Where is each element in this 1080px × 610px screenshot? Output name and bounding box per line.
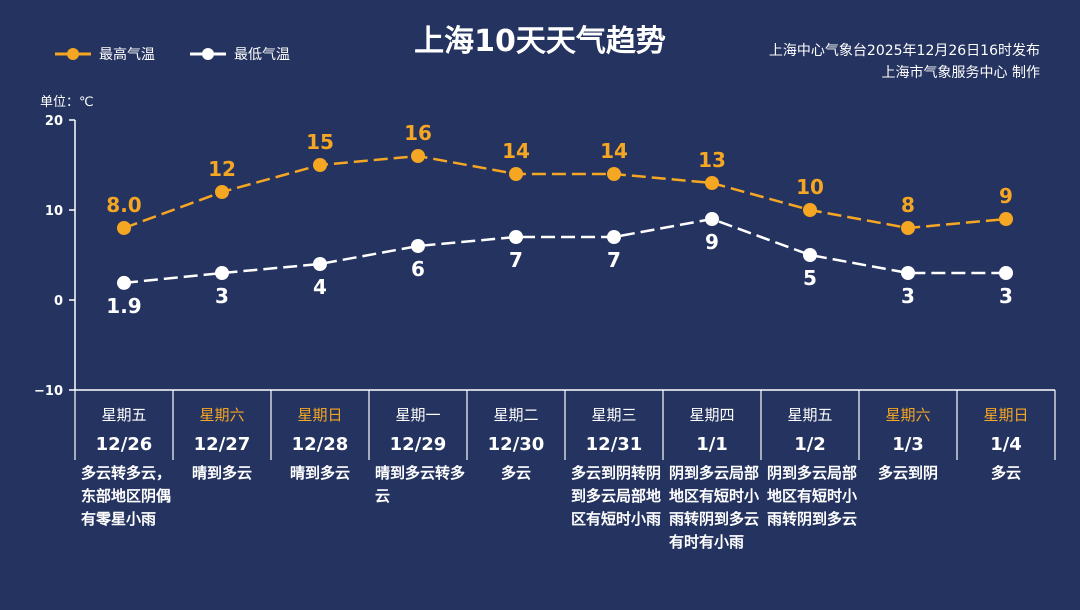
data-point-high xyxy=(901,221,915,235)
weekday-label: 星期三 xyxy=(591,406,637,424)
data-label-high: 10 xyxy=(796,175,824,199)
weekday-label: 星期二 xyxy=(493,406,539,424)
y-tick-label: 20 xyxy=(45,114,63,129)
data-label-low: 9 xyxy=(705,230,719,254)
producer-line: 上海市气象服务中心 制作 xyxy=(881,65,1040,81)
weather-description: 多云到阴转阴到多云局部地区有短时小雨 xyxy=(571,464,662,528)
weekday-label: 星期日 xyxy=(983,406,1029,424)
data-point-high xyxy=(803,203,817,217)
publish-info: 上海中心气象台2025年12月26日16时发布 上海市气象服务中心 制作 xyxy=(769,40,1040,84)
date-label: 1/3 xyxy=(892,434,924,455)
data-label-low: 3 xyxy=(215,284,229,308)
data-label-high: 8.0 xyxy=(106,193,141,217)
data-point-low xyxy=(117,275,131,290)
date-label: 12/27 xyxy=(193,434,251,455)
data-label-low: 4 xyxy=(313,275,327,299)
publish-line: 上海中心气象台2025年12月26日16时发布 xyxy=(768,43,1040,59)
data-point-low xyxy=(999,266,1013,280)
date-label: 12/31 xyxy=(585,434,643,455)
weekday-label: 星期日 xyxy=(297,406,343,424)
date-label: 12/26 xyxy=(95,434,153,455)
data-label-low: 3 xyxy=(999,284,1013,308)
data-point-low xyxy=(607,230,621,244)
data-label-high: 13 xyxy=(698,148,726,172)
date-label: 1/2 xyxy=(794,434,826,455)
y-tick-label: 10 xyxy=(45,204,63,219)
data-point-low xyxy=(215,266,229,280)
data-label-high: 14 xyxy=(600,139,628,163)
weather-description: 多云 xyxy=(990,464,1021,482)
data-point-high xyxy=(509,167,523,181)
legend-low-marker-icon xyxy=(190,48,226,60)
data-label-low: 7 xyxy=(509,248,523,272)
data-point-low xyxy=(509,230,523,244)
data-point-low xyxy=(705,212,719,226)
date-label: 1/1 xyxy=(696,434,728,455)
data-label-high: 14 xyxy=(502,139,530,163)
date-label: 12/28 xyxy=(291,434,349,455)
series-line-high xyxy=(123,154,1007,230)
data-point-high xyxy=(999,212,1013,226)
data-point-high xyxy=(117,221,131,235)
data-point-low xyxy=(313,257,327,271)
y-tick-label: −10 xyxy=(34,384,63,399)
weather-description: 多云 xyxy=(500,464,531,482)
legend-high: 最高气温 xyxy=(55,44,155,64)
unit-label: 单位：℃ xyxy=(40,95,94,110)
legend-high-marker-icon xyxy=(55,48,91,60)
y-tick-label: 0 xyxy=(54,294,63,309)
weather-description: 阴到多云局部地区有短时小雨转阴到多云有时有小雨 xyxy=(669,464,760,551)
weather-description: 阴到多云局部地区有短时小雨转阴到多云 xyxy=(767,464,858,528)
weekday-label: 星期五 xyxy=(101,406,147,424)
data-label-low: 3 xyxy=(901,284,915,308)
data-point-low xyxy=(411,239,425,253)
weather-description: 多云到阴 xyxy=(877,464,938,482)
weather-description: 晴到多云 xyxy=(289,464,350,482)
data-point-high xyxy=(313,158,327,172)
weekday-label: 星期六 xyxy=(885,406,931,424)
weather-description: 晴到多云 xyxy=(191,464,252,482)
chart-title: 上海10天天气趋势 xyxy=(414,24,666,59)
legend-high-label: 最高气温 xyxy=(99,47,155,63)
data-label-low: 6 xyxy=(411,257,425,281)
data-point-low xyxy=(901,266,915,280)
weekday-label: 星期六 xyxy=(199,406,245,424)
weekday-label: 星期四 xyxy=(689,406,735,424)
weekday-label: 星期五 xyxy=(787,406,833,424)
data-label-low: 1.9 xyxy=(106,294,141,318)
data-label-high: 12 xyxy=(208,157,236,181)
weekday-label: 星期一 xyxy=(395,406,441,424)
data-point-high xyxy=(411,149,425,163)
weather-description: 晴到多云转多云 xyxy=(375,464,466,505)
date-label: 12/29 xyxy=(389,434,447,455)
data-point-high xyxy=(215,185,229,199)
data-label-high: 15 xyxy=(306,130,334,154)
data-point-high xyxy=(607,167,621,181)
data-label-high: 9 xyxy=(999,184,1013,208)
date-label: 12/30 xyxy=(487,434,545,455)
weather-description: 多云转多云，东部地区阴偶有零星小雨 xyxy=(81,464,172,528)
data-label-high: 8 xyxy=(901,193,915,217)
data-label-low: 5 xyxy=(803,266,817,290)
data-point-low xyxy=(803,248,817,262)
data-label-low: 7 xyxy=(607,248,621,272)
data-point-high xyxy=(705,176,719,190)
data-label-high: 16 xyxy=(404,121,432,145)
date-label: 1/4 xyxy=(990,434,1022,455)
legend-low: 最低气温 xyxy=(190,44,290,64)
series-line-low xyxy=(123,217,1006,285)
legend-low-label: 最低气温 xyxy=(234,47,290,63)
